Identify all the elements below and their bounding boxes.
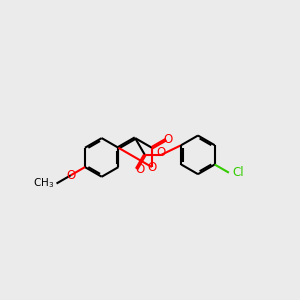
Text: O: O bbox=[147, 160, 157, 174]
Text: CH$_3$: CH$_3$ bbox=[34, 177, 55, 190]
Text: O: O bbox=[157, 146, 166, 160]
Text: O: O bbox=[66, 169, 75, 182]
Text: O: O bbox=[135, 163, 144, 176]
Text: Cl: Cl bbox=[232, 166, 244, 179]
Text: O: O bbox=[163, 133, 172, 146]
